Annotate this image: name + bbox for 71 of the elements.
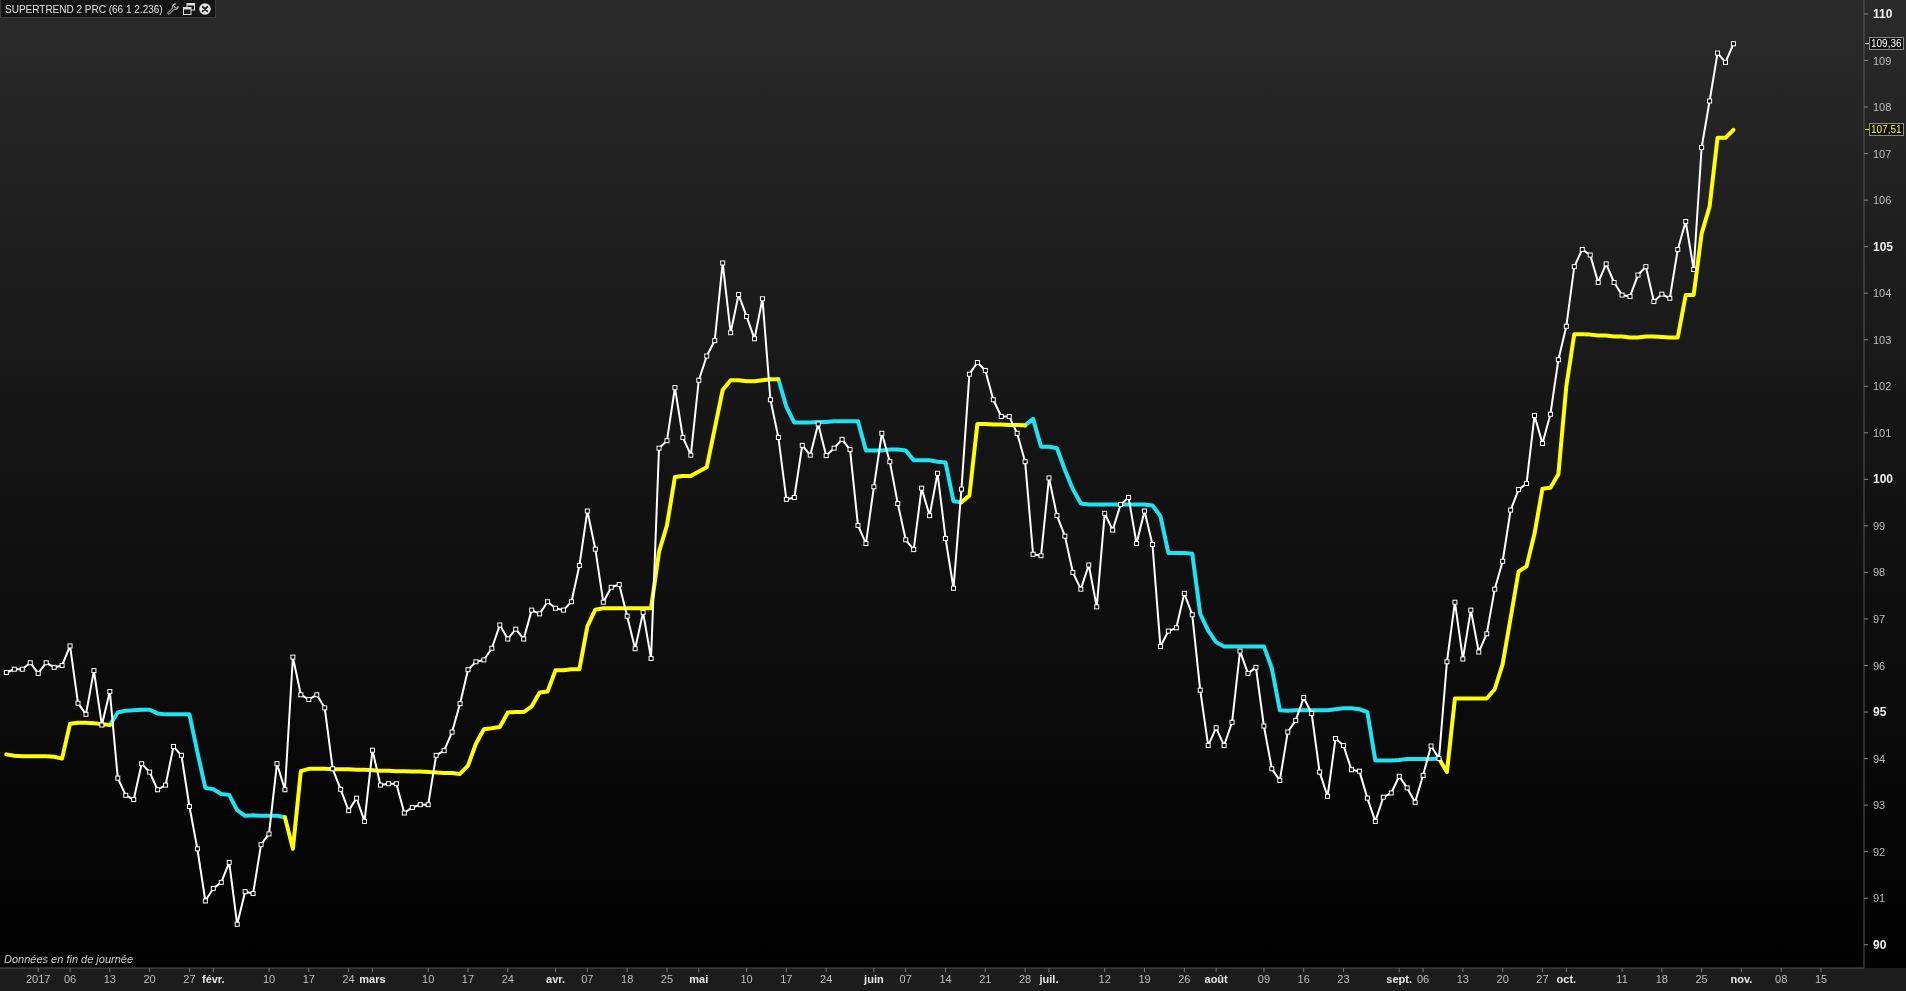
x-tick-label: 20 xyxy=(1496,973,1509,985)
x-tick-label: 21 xyxy=(979,973,992,985)
y-tick-label: 95 xyxy=(1873,705,1887,720)
y-tick-label: 98 xyxy=(1873,566,1886,579)
x-tick-label: 17 xyxy=(302,973,315,985)
x-tick-label: 17 xyxy=(780,973,793,985)
x-tick-label: 27 xyxy=(1536,973,1549,985)
annotation: Données en fin de journée xyxy=(4,953,134,965)
x-tick-label: 10 xyxy=(262,973,276,985)
x-tick-label: 20 xyxy=(143,973,156,985)
x-tick-label: 06 xyxy=(63,973,77,985)
y-tick-label: 90 xyxy=(1873,937,1887,952)
y-tick-label: 102 xyxy=(1873,380,1892,393)
x-tick-label: 24 xyxy=(820,973,833,985)
x-tick-label: 18 xyxy=(621,973,634,985)
x-tick-label: 10 xyxy=(422,973,435,985)
x-tick-label: sept. xyxy=(1386,973,1413,985)
x-tick-label: 24 xyxy=(342,973,355,985)
x-tick-label: 09 xyxy=(1257,973,1271,985)
y-tick-label: 106 xyxy=(1873,194,1892,207)
x-tick-label: 07 xyxy=(899,973,912,985)
x-tick-label: 07 xyxy=(581,973,594,985)
y-tick-label: 105 xyxy=(1873,239,1894,254)
x-tick-label: 28 xyxy=(1019,973,1032,985)
x-tick-label: 23 xyxy=(1337,973,1350,985)
x-tick-label: 26 xyxy=(1178,973,1191,985)
y-tick-label: 94 xyxy=(1873,752,1886,765)
x-tick-label: 17 xyxy=(461,973,475,985)
x-tick-label: 11 xyxy=(1616,973,1628,985)
y-tick-label: 92 xyxy=(1873,845,1886,858)
y-tick-label: 109 xyxy=(1873,54,1892,67)
y-tick-label: 108 xyxy=(1873,101,1892,114)
x-tick-label: 13 xyxy=(1456,973,1469,985)
x-tick-label: 24 xyxy=(501,973,514,985)
y-tick-label: 103 xyxy=(1873,333,1892,346)
chart-title: SUPERTREND 2 PRC (66 1 2.236) xyxy=(5,3,163,15)
x-tick-label: mai xyxy=(689,973,709,985)
x-tick-label: mars xyxy=(359,973,386,985)
text: 109,36 xyxy=(1869,36,1904,50)
x-tick-label: 08 xyxy=(1775,973,1788,985)
x-tick-label: 27 xyxy=(183,973,196,985)
x-tick-label: oct. xyxy=(1556,973,1577,985)
x-tick-label: 12 xyxy=(1098,973,1111,985)
x-tick-label: 06 xyxy=(1416,973,1430,985)
y-tick-label: 97 xyxy=(1873,612,1886,625)
y-tick-label: 96 xyxy=(1873,659,1886,672)
x-tick-label: 19 xyxy=(1138,973,1151,985)
y-tick-label: 110 xyxy=(1873,6,1893,21)
x-tick-label: 15 xyxy=(1814,973,1828,985)
y-tick-label: 91 xyxy=(1873,892,1886,905)
x-tick-label: juil. xyxy=(1038,973,1059,985)
x-tick-label: 25 xyxy=(1695,973,1708,985)
x-tick-label: 10 xyxy=(740,973,753,985)
x-tick-label: févr. xyxy=(201,973,225,985)
x-tick-label: 14 xyxy=(939,973,952,985)
y-tick-label: 104 xyxy=(1873,287,1892,300)
x-tick-label: 16 xyxy=(1297,973,1310,985)
x-tick-label: 18 xyxy=(1655,973,1668,985)
y-tick-label: 100 xyxy=(1873,472,1894,487)
x-tick-label: août xyxy=(1204,973,1229,985)
text: 107,51 xyxy=(1869,122,1904,136)
x-tick-label: juin xyxy=(863,973,884,985)
y-tick-label: 93 xyxy=(1873,799,1886,812)
y-tick-label: 101 xyxy=(1873,426,1892,439)
x-tick-label: nov. xyxy=(1730,973,1753,985)
x-tick-label: 25 xyxy=(660,973,674,985)
x-tick-label: avr. xyxy=(546,973,566,985)
x-tick-label: 2017 xyxy=(25,973,51,985)
x-tick-label: 13 xyxy=(103,973,116,985)
y-tick-label: 107 xyxy=(1873,147,1892,160)
y-tick-label: 99 xyxy=(1873,519,1886,532)
